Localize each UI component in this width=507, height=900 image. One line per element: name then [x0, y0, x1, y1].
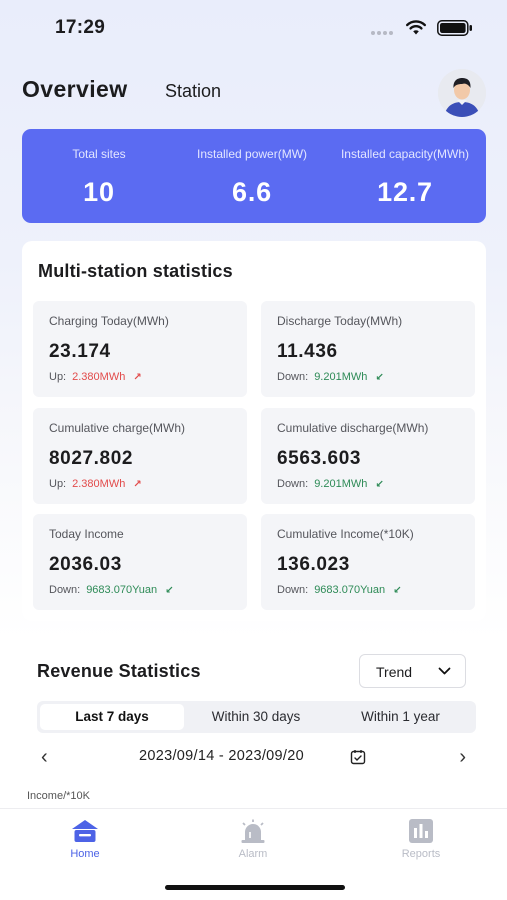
stat-card-cumulative-income[interactable]: Cumulative Income(*10K) 136.023 Down: 96… — [261, 514, 475, 610]
trend-dropdown-label: Trend — [376, 664, 413, 680]
tab-reports[interactable]: Reports — [381, 818, 461, 860]
delta-label: Down: — [277, 371, 309, 383]
delta-value: 9.201MWh — [314, 478, 368, 490]
summary-card: Total sites 10 Installed power(MW) 6.6 I… — [22, 129, 486, 223]
stat-delta: Down: 9.201MWh ↙ — [277, 371, 384, 383]
stat-delta: Up: 2.380MWh ↗ — [49, 478, 142, 490]
wifi-icon — [406, 20, 426, 35]
stat-card-cumulative-charge[interactable]: Cumulative charge(MWh) 8027.802 Up: 2.38… — [33, 408, 247, 504]
delta-value: 9.201MWh — [314, 371, 368, 383]
stat-delta: Down: 9.201MWh ↙ — [277, 478, 384, 490]
summary-total-sites: Total sites 10 — [22, 129, 176, 223]
user-avatar-icon — [438, 69, 486, 117]
arrow-up-icon: ↗ — [133, 371, 142, 383]
stat-card-discharge-today[interactable]: Discharge Today(MWh) 11.436 Down: 9.201M… — [261, 301, 475, 397]
trend-dropdown[interactable]: Trend — [359, 654, 466, 688]
stat-card-charging-today[interactable]: Charging Today(MWh) 23.174 Up: 2.380MWh … — [33, 301, 247, 397]
status-bar: 17:29 — [0, 0, 507, 56]
chart-unit-label: Income/*10K — [27, 790, 90, 802]
delta-value: 9683.070Yuan — [86, 584, 158, 596]
home-indicator — [165, 885, 345, 890]
tab-home[interactable]: Home — [45, 818, 125, 860]
tab-label: Reports — [401, 848, 441, 860]
stat-value: 6563.603 — [277, 448, 362, 469]
arrow-down-icon: ↙ — [375, 371, 384, 383]
delta-label: Up: — [49, 478, 67, 490]
chevron-down-icon — [438, 667, 451, 675]
stat-label: Discharge Today(MWh) — [277, 314, 403, 328]
home-icon — [72, 820, 98, 842]
bottom-tab-bar: Home Alarm Reports — [0, 808, 507, 900]
range-segmented-control: Last 7 days Within 30 days Within 1 year — [37, 701, 476, 733]
summary-installed-capacity: Installed capacity(MWh) 12.7 — [328, 129, 482, 223]
stat-value: 23.174 — [49, 341, 111, 362]
delta-label: Down: — [277, 478, 309, 490]
summary-label: Installed capacity(MWh) — [340, 147, 470, 161]
battery-icon — [437, 20, 472, 36]
arrow-down-icon: ↙ — [393, 584, 402, 596]
page-title[interactable]: Overview — [22, 76, 128, 102]
page-header: Overview Station — [0, 69, 507, 117]
multi-station-panel: Multi-station statistics Charging Today(… — [22, 241, 486, 621]
date-range-label[interactable]: 2023/09/14 - 2023/09/20 — [139, 748, 304, 764]
summary-installed-power: Installed power(MW) 6.6 — [175, 129, 329, 223]
cellular-signal-icon — [371, 31, 397, 37]
stat-value: 136.023 — [277, 554, 350, 575]
stat-label: Today Income — [49, 527, 124, 541]
delta-value: 2.380MWh — [72, 371, 126, 383]
tab-label: Home — [70, 848, 100, 860]
delta-label: Up: — [49, 371, 67, 383]
stat-card-cumulative-discharge[interactable]: Cumulative discharge(MWh) 6563.603 Down:… — [261, 408, 475, 504]
stat-value: 11.436 — [277, 341, 338, 362]
section-title: Multi-station statistics — [38, 261, 233, 281]
stat-label: Cumulative charge(MWh) — [49, 421, 186, 435]
stat-delta: Up: 2.380MWh ↗ — [49, 371, 142, 383]
date-range-bar: ‹ 2023/09/14 - 2023/09/20 › — [37, 744, 470, 770]
delta-value: 2.380MWh — [72, 478, 126, 490]
arrow-down-icon: ↙ — [375, 478, 384, 490]
stat-delta: Down: 9683.070Yuan ↙ — [49, 584, 174, 596]
summary-value: 10 — [83, 177, 115, 207]
calendar-icon[interactable] — [350, 749, 366, 765]
delta-label: Down: — [49, 584, 81, 596]
reports-icon — [409, 819, 433, 843]
status-time: 17:29 — [55, 17, 106, 38]
stat-value: 8027.802 — [49, 448, 134, 469]
stat-value: 2036.03 — [49, 554, 122, 575]
summary-label: Installed power(MW) — [196, 147, 308, 161]
revenue-title: Revenue Statistics — [37, 661, 201, 681]
tab-label: Alarm — [238, 848, 268, 860]
summary-label: Total sites — [72, 147, 126, 161]
range-last-7-days[interactable]: Last 7 days — [40, 704, 184, 730]
arrow-down-icon: ↙ — [165, 584, 174, 596]
summary-value: 12.7 — [377, 177, 433, 207]
arrow-up-icon: ↗ — [133, 478, 142, 490]
chevron-right-icon[interactable]: › — [459, 746, 466, 768]
alarm-icon — [241, 819, 265, 843]
delta-label: Down: — [277, 584, 309, 596]
stat-label: Charging Today(MWh) — [49, 314, 169, 328]
stat-card-today-income[interactable]: Today Income 2036.03 Down: 9683.070Yuan … — [33, 514, 247, 610]
chevron-left-icon[interactable]: ‹ — [41, 746, 48, 768]
avatar[interactable] — [438, 69, 486, 117]
tab-station[interactable]: Station — [165, 81, 222, 101]
range-within-1-year[interactable]: Within 1 year — [361, 709, 440, 724]
range-within-30-days[interactable]: Within 30 days — [211, 709, 301, 724]
stat-label: Cumulative discharge(MWh) — [277, 421, 429, 435]
stat-label: Cumulative Income(*10K) — [277, 527, 414, 541]
delta-value: 9683.070Yuan — [314, 584, 386, 596]
summary-value: 6.6 — [232, 177, 272, 207]
tab-alarm[interactable]: Alarm — [213, 818, 293, 860]
stat-delta: Down: 9683.070Yuan ↙ — [277, 584, 402, 596]
